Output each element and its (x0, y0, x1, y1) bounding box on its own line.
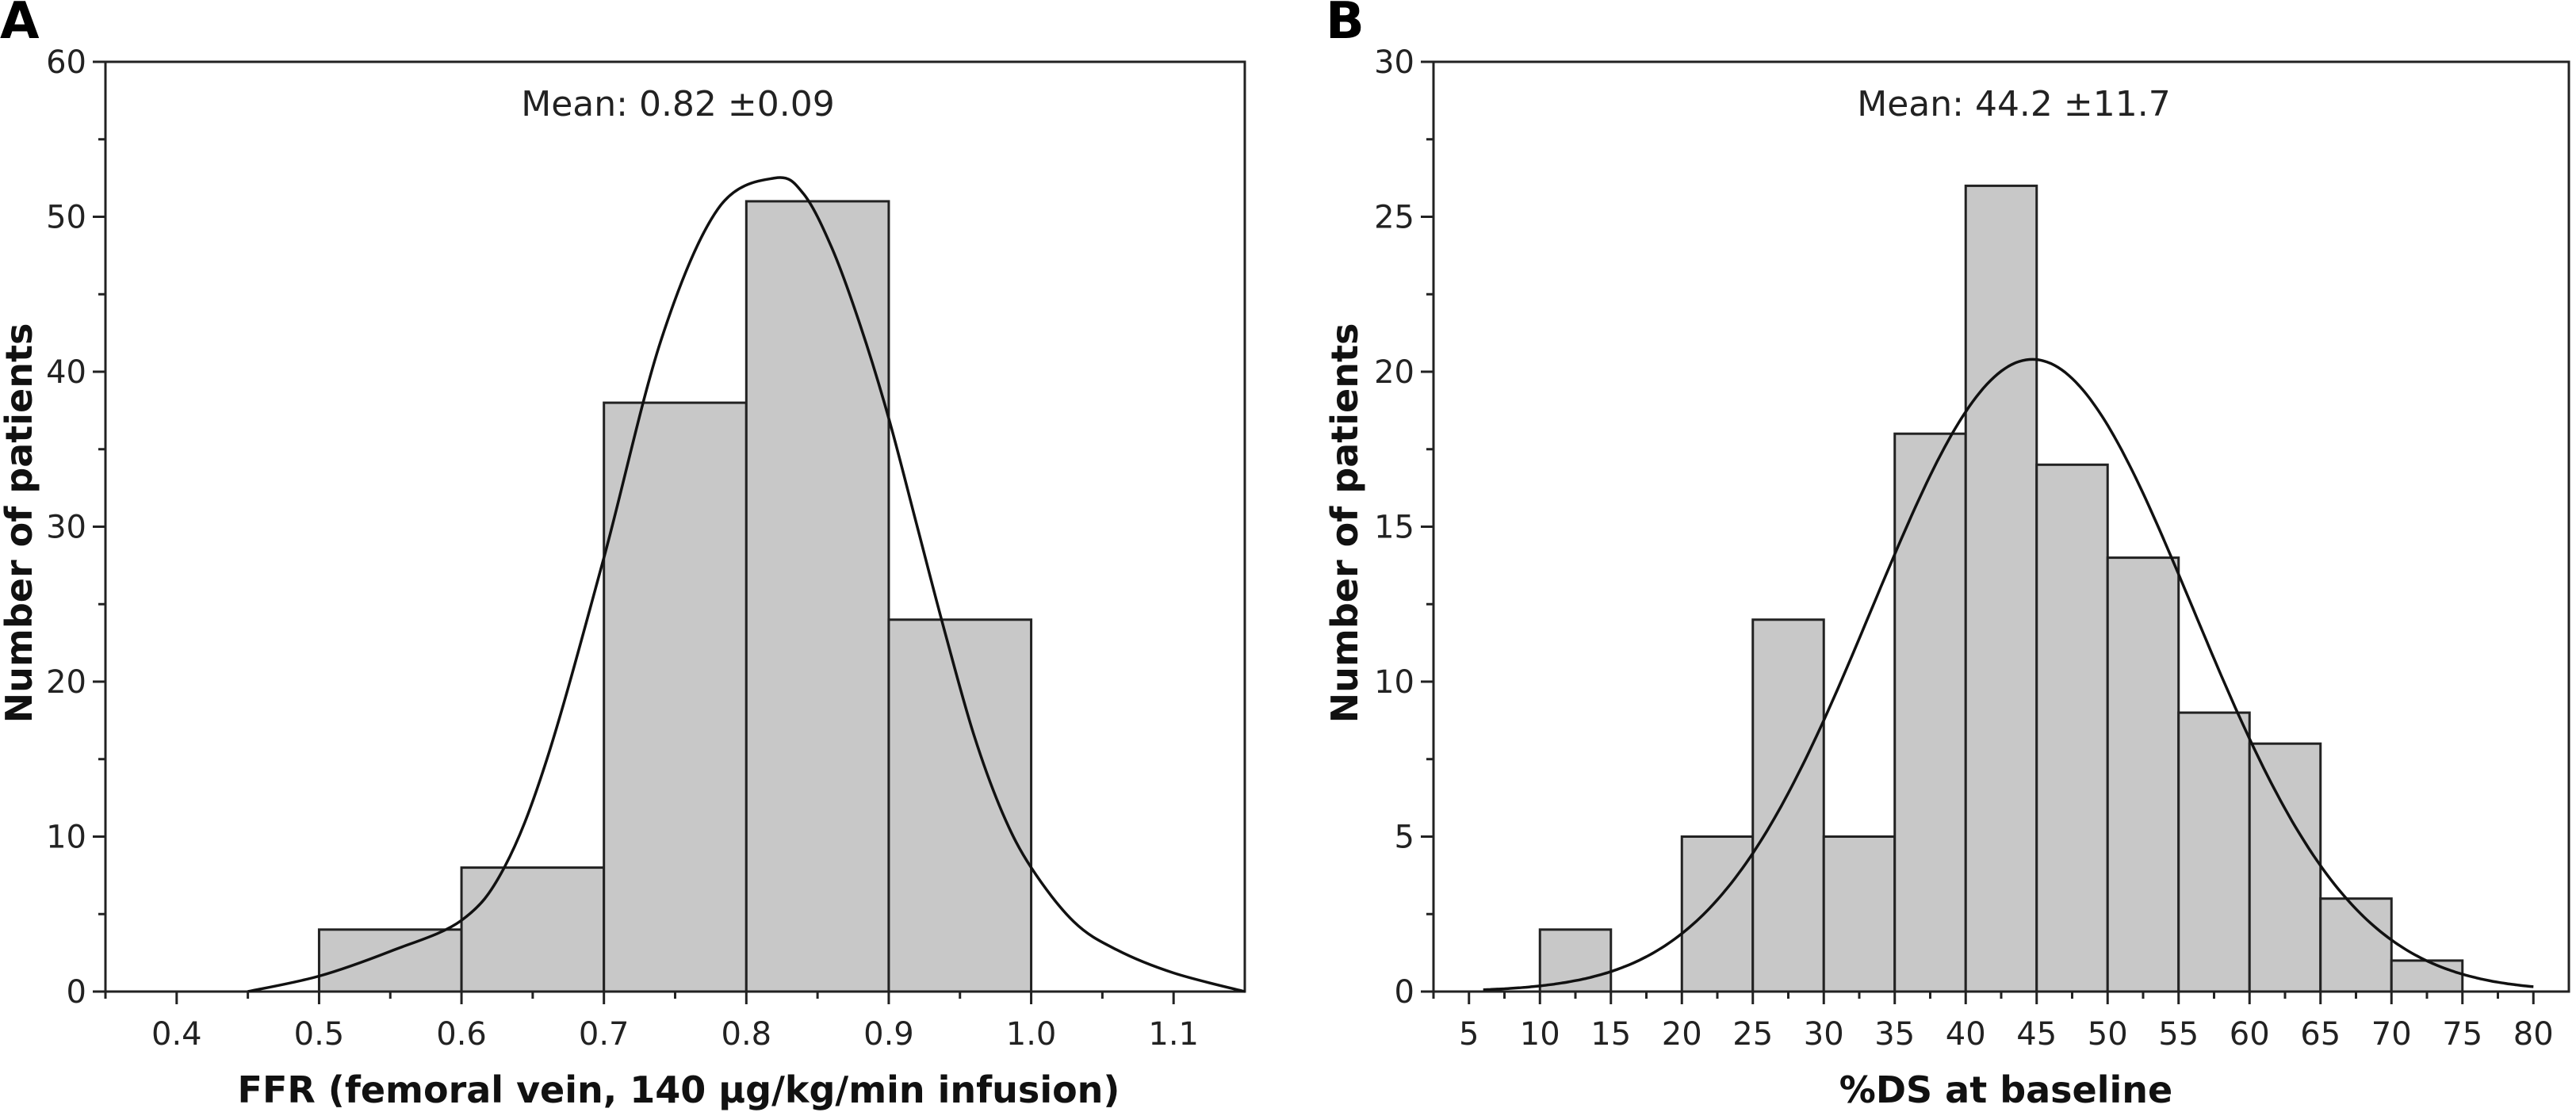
panel-b-x-tick-label-1: 10 (1520, 1016, 1560, 1053)
panel-b-x-tick-label-7: 40 (1946, 1016, 1986, 1053)
panel-b-bar-2 (1680, 835, 1755, 993)
panel-a-x-tick-label-2: 0.6 (436, 1016, 487, 1053)
panel-a-letter: A (0, 0, 40, 51)
panel-a: A Mean: 0.82 ±0.09 FFR (femoral vein, 14… (0, 0, 1246, 1111)
panel-b-bar-12 (2390, 959, 2464, 993)
panel-a-y-tick-label-4: 40 (46, 354, 86, 391)
panel-a-y-tick-label-3: 30 (46, 510, 86, 546)
panel-a-bar-2 (603, 401, 748, 993)
panel-b-x-tick-label-14: 75 (2442, 1016, 2482, 1053)
panel-b-x-tick-label-13: 70 (2371, 1016, 2412, 1053)
panel-a-x-axis-label: FFR (femoral vein, 140 μg/kg/min infusio… (238, 1068, 1120, 1111)
panel-b-bar-8 (2106, 556, 2180, 993)
panel-b: B Mean: 44.2 ±11.7 %DS at baseline Numbe… (1323, 0, 2570, 1111)
panel-b-x-tick-label-8: 45 (2016, 1016, 2057, 1053)
panel-b-bar-3 (1751, 618, 1825, 993)
panel-a-bar-4 (887, 618, 1033, 993)
panel-b-y-tick-label-2: 10 (1374, 664, 1414, 701)
panel-a-x-tick-label-6: 1.0 (1006, 1016, 1057, 1053)
panel-b-bar-0 (1538, 928, 1613, 993)
panel-a-y-tick-label-1: 10 (46, 820, 86, 856)
panel-b-y-tick-label-0: 0 (1395, 974, 1414, 1011)
panel-b-bar-4 (1822, 835, 1897, 993)
panel-a-mean-annotation: Mean: 0.82 ±0.09 (521, 84, 834, 124)
panel-b-y-tick-label-1: 5 (1395, 820, 1414, 856)
panel-a-x-tick-label-5: 0.9 (863, 1016, 914, 1053)
panel-a-x-tick-label-3: 0.7 (579, 1016, 630, 1053)
panel-a-fitted-curve (247, 176, 1246, 993)
panel-b-x-axis-label: %DS at baseline (1839, 1068, 2173, 1111)
panel-b-x-tick-label-11: 60 (2230, 1016, 2270, 1053)
panel-b-x-tick-label-4: 25 (1732, 1016, 1773, 1053)
panel-b-x-tick-label-3: 20 (1662, 1016, 1702, 1053)
panel-a-bar-0 (317, 928, 463, 993)
panel-b-letter: B (1326, 0, 1365, 51)
panel-b-y-tick-label-5: 25 (1374, 200, 1414, 236)
panel-b-bar-11 (2319, 897, 2393, 993)
panel-a-bar-1 (460, 866, 606, 993)
panel-a-y-tick-label-5: 50 (46, 200, 86, 236)
panel-b-fitted-curve (1483, 357, 2534, 992)
panel-b-bar-7 (2035, 463, 2109, 993)
panel-a-x-tick-label-7: 1.1 (1148, 1016, 1199, 1053)
panel-a-y-tick-label-2: 20 (46, 664, 86, 701)
panel-b-x-tick-label-6: 35 (1874, 1016, 1915, 1053)
panel-a-y-tick-label-6: 60 (46, 44, 86, 81)
panel-b-x-tick-label-10: 55 (2158, 1016, 2199, 1053)
panel-b-x-tick-label-0: 5 (1459, 1016, 1479, 1053)
panel-b-bar-10 (2248, 742, 2322, 993)
panel-a-y-tick-label-0: 0 (67, 974, 86, 1011)
panel-b-bar-6 (1964, 184, 2038, 993)
panel-a-bar-3 (744, 200, 890, 993)
panel-a-x-tick-label-0: 0.4 (151, 1016, 202, 1053)
panel-a-x-tick-label-4: 0.8 (722, 1016, 772, 1053)
panel-b-y-axis-label: Number of patients (1323, 323, 1366, 724)
panel-b-y-tick-label-3: 15 (1374, 510, 1414, 546)
panel-b-y-tick-label-6: 30 (1374, 44, 1414, 81)
panel-b-x-tick-label-15: 80 (2513, 1016, 2554, 1053)
panel-b-bar-9 (2177, 711, 2251, 993)
panel-b-x-tick-label-5: 30 (1804, 1016, 1844, 1053)
panel-b-bar-5 (1893, 432, 1967, 993)
panel-b-x-tick-label-2: 15 (1590, 1016, 1631, 1053)
panel-b-x-tick-label-9: 50 (2088, 1016, 2128, 1053)
panel-b-mean-annotation: Mean: 44.2 ±11.7 (1857, 84, 2170, 124)
panel-a-x-tick-label-1: 0.5 (294, 1016, 345, 1053)
panel-b-x-tick-label-12: 65 (2300, 1016, 2341, 1053)
panel-a-y-axis-label: Number of patients (0, 323, 40, 724)
panel-b-y-tick-label-4: 20 (1374, 354, 1414, 391)
